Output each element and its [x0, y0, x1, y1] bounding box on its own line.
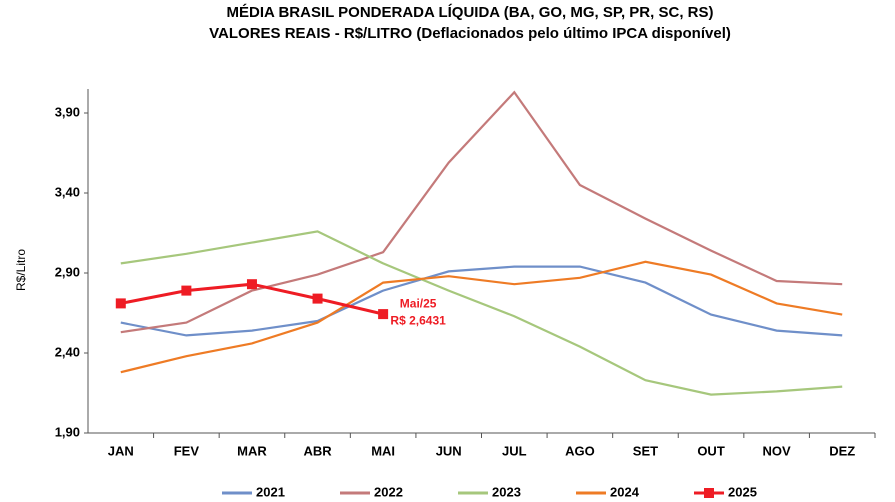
- x-tick-label: JUL: [502, 443, 527, 458]
- annotation: R$ 2,6431: [390, 313, 446, 327]
- legend-label: 2023: [492, 484, 521, 499]
- series-marker: [378, 309, 389, 320]
- series-line: [120, 230, 843, 396]
- x-tick-label: MAI: [371, 443, 395, 458]
- x-tick-label: OUT: [697, 443, 725, 458]
- x-tick-label: NOV: [763, 443, 792, 458]
- y-axis-label: R$/Litro: [14, 249, 28, 291]
- y-tick-label: 2,40: [55, 344, 80, 359]
- y-tick-label: 2,90: [55, 264, 80, 279]
- legend-marker: [704, 488, 714, 498]
- y-tick-label: 1,90: [55, 424, 80, 439]
- chart-title: MÉDIA BRASIL PONDERADA LÍQUIDA (BA, GO, …: [227, 4, 714, 21]
- x-tick-label: ABR: [303, 443, 332, 458]
- x-tick-label: MAR: [237, 443, 267, 458]
- legend-label: 2022: [374, 484, 403, 499]
- y-tick-label: 3,40: [55, 184, 80, 199]
- chart-subtitle: VALORES REAIS - R$/LITRO (Deflacionados …: [209, 25, 731, 42]
- annotation: Mai/25: [400, 296, 437, 310]
- y-tick-label: 3,90: [55, 104, 80, 119]
- series-line: [120, 260, 843, 374]
- legend-label: 2021: [256, 484, 285, 499]
- series-marker: [246, 279, 257, 290]
- x-tick-label: AGO: [565, 443, 595, 458]
- legend-label: 2025: [728, 484, 757, 499]
- x-tick-label: JAN: [108, 443, 134, 458]
- legend-label: 2024: [610, 484, 640, 499]
- series-marker: [181, 285, 192, 296]
- series-marker: [312, 293, 323, 304]
- x-tick-label: JUN: [436, 443, 462, 458]
- series-marker: [115, 298, 126, 309]
- series-line: [120, 90, 843, 334]
- x-tick-label: SET: [633, 443, 658, 458]
- x-tick-label: FEV: [174, 443, 200, 458]
- x-tick-label: DEZ: [829, 443, 855, 458]
- series-line: [120, 265, 843, 337]
